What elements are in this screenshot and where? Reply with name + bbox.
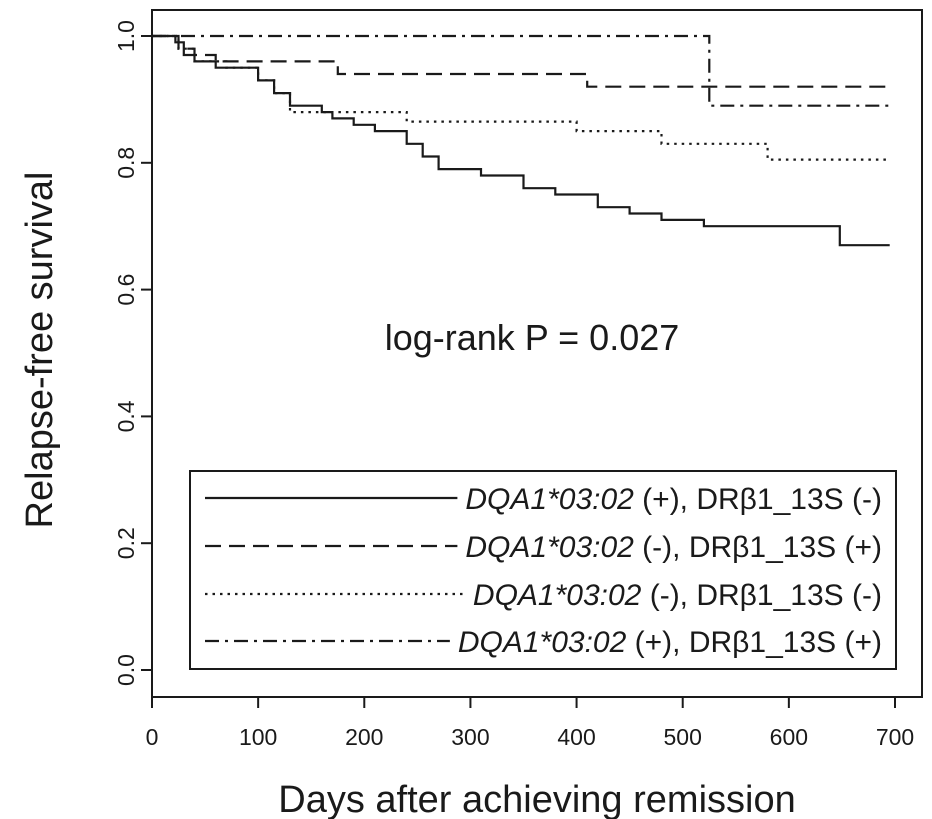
legend-label-rest: (+), DRβ1_13S (-) (634, 483, 882, 516)
legend-label-1: DQA1*03:02 (+), DRβ1_13S (-) (465, 483, 882, 516)
legend-label-2: DQA1*03:02 (-), DRβ1_13S (+) (465, 531, 882, 564)
legend-label-italic: DQA1*03:02 (465, 531, 634, 564)
x-tick-label: 400 (557, 724, 595, 750)
x-tick-label: 700 (876, 724, 914, 750)
x-tick-label: 300 (451, 724, 489, 750)
legend-label-italic: DQA1*03:02 (473, 579, 642, 612)
legend-label-italic: DQA1*03:02 (465, 483, 634, 516)
x-tick-label: 600 (770, 724, 808, 750)
y-tick-label: 0.8 (113, 147, 139, 179)
x-tick-label: 500 (664, 724, 702, 750)
series-line-2 (152, 34, 890, 88)
legend-label-rest: (+), DRβ1_13S (+) (626, 626, 882, 659)
legend-label-rest: (-), DRβ1_13S (+) (634, 531, 882, 564)
x-tick-label: 100 (239, 724, 277, 750)
legend-label-4: DQA1*03:02 (+), DRβ1_13S (+) (458, 626, 882, 659)
series-line-4 (152, 34, 890, 107)
y-tick-label: 0.0 (113, 654, 139, 686)
series-line-1 (152, 34, 890, 247)
y-tick-label: 0.2 (113, 527, 139, 559)
x-axis-title: Days after achieving remission (278, 779, 795, 819)
x-tick-label: 200 (345, 724, 383, 750)
y-axis: 0.0 0.2 0.4 0.6 0.8 1.0 (113, 20, 152, 686)
legend-label-italic: DQA1*03:02 (458, 626, 627, 659)
series-line-3 (152, 34, 890, 161)
legend-box (189, 470, 897, 670)
y-tick-label: 0.6 (113, 274, 139, 306)
y-axis-title: Relapse-free survival (19, 172, 61, 529)
x-tick-label: 0 (146, 724, 159, 750)
y-tick-label: 0.4 (113, 400, 139, 432)
x-axis: 0 100 200 300 400 500 600 700 (146, 697, 914, 750)
plot-frame (151, 9, 923, 698)
y-tick-label: 1.0 (113, 20, 139, 52)
log-rank-annotation: log-rank P = 0.027 (385, 317, 680, 358)
legend-label-3: DQA1*03:02 (-), DRβ1_13S (-) (473, 579, 882, 612)
legend: DQA1*03:02 (+), DRβ1_13S (-)DQA1*03:02 (… (189, 470, 897, 670)
series-group (152, 34, 890, 247)
legend-label-rest: (-), DRβ1_13S (-) (641, 579, 882, 612)
